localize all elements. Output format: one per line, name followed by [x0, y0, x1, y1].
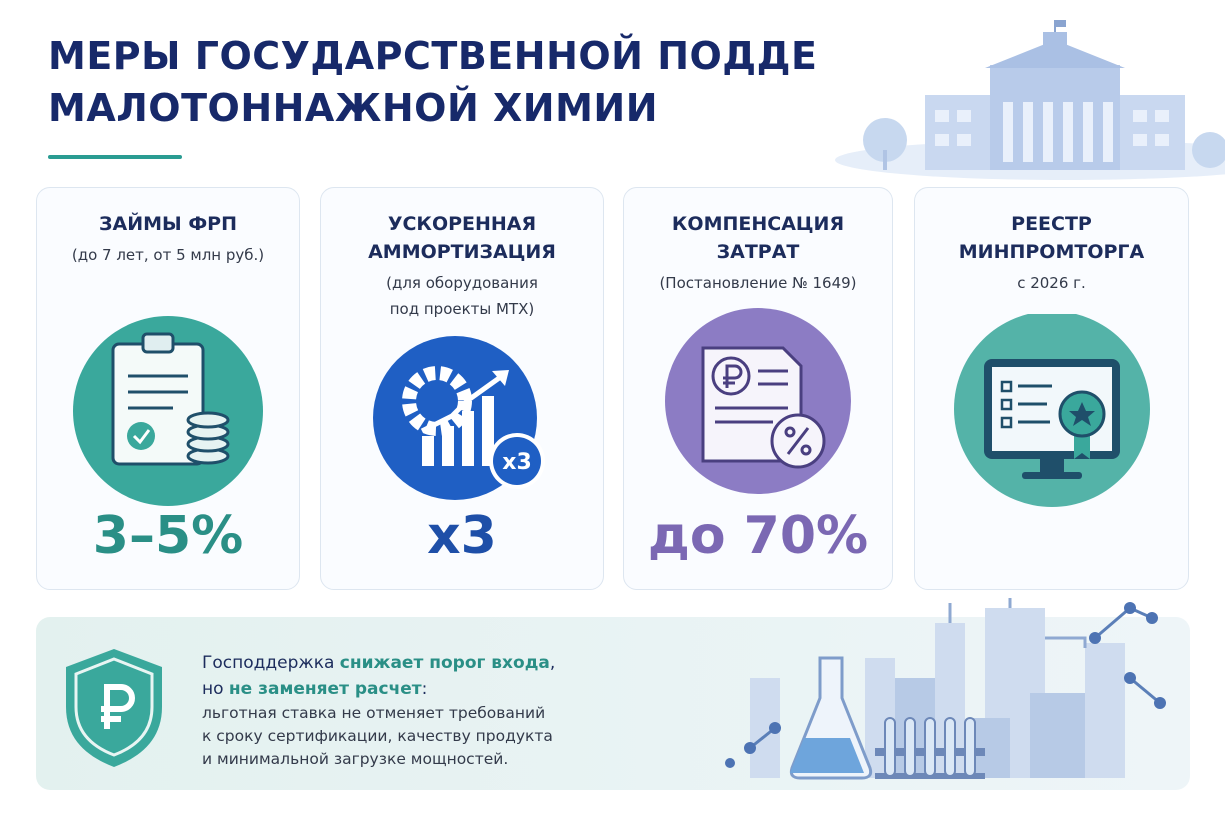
footer-highlight: не заменяет расчет — [228, 679, 422, 699]
icon-badge: x3 — [502, 450, 532, 475]
card-title: ЗАЙМЫ ФРП — [99, 213, 237, 235]
card-title: МИНПРОМТОРГА — [958, 241, 1145, 263]
card: ЗАЙМЫ ФРП (до 7 лет, от 5 млн руб.) 3–5% — [36, 187, 300, 590]
footer-text: : — [421, 679, 428, 699]
card-subtitle: под проекты МТХ) — [389, 300, 535, 318]
footer-highlight: снижает порог входа — [339, 653, 550, 673]
card-title: КОМПЕНСАЦИЯ — [671, 213, 845, 235]
title: МЕРЫ ГОСУДАРСТВЕННОЙ ПОДДЕРЖКИ МАЛОТОННАЖ… — [48, 30, 957, 134]
footer-detail: к сроку сертификации, качеству продукта — [202, 727, 553, 745]
footer-text: , — [549, 653, 556, 673]
card-title: УСКОРЕННАЯ — [387, 213, 537, 235]
factory-illustration — [725, 598, 1166, 780]
title-line: МЕРЫ ГОСУДАРСТВЕННОЙ ПОДДЕРЖКИ — [48, 34, 957, 78]
card-subtitle: (для оборудования — [386, 274, 538, 292]
card-value: до 70% — [647, 506, 869, 566]
footer-text: Господдержка снижает порог входа, но не … — [202, 650, 555, 771]
card-subtitle: (до 7 лет, от 5 млн руб.) — [71, 246, 265, 264]
card-icon — [953, 314, 1150, 507]
card-value: x3 — [427, 506, 497, 566]
card: УСКОРЕННАЯ АММОРТИЗАЦИЯ (для оборудования… — [320, 187, 604, 590]
card-icon — [73, 316, 263, 506]
title-line: МАЛОТОННАЖНОЙ ХИМИИ — [48, 86, 659, 130]
shield-icon — [66, 649, 162, 767]
card-title: АММОРТИЗАЦИЯ — [368, 241, 556, 263]
card-title: РЕЕСТР — [1011, 213, 1092, 235]
card-icon — [665, 308, 851, 494]
footer-detail: и минимальной загрузке мощностей. — [202, 750, 509, 768]
footer-detail: льготная ставка не отменяет требований — [202, 704, 546, 722]
card-subtitle: (Постановление № 1649) — [659, 274, 857, 292]
card-title: ЗАТРАТ — [716, 241, 800, 263]
footer-text: Господдержка — [202, 653, 340, 673]
accent-rule — [48, 155, 182, 159]
card-icon: x3 — [373, 336, 545, 500]
footer-text: но — [202, 679, 229, 699]
card: РЕЕСТР МИНПРОМТОРГА с 2026 г. — [914, 187, 1189, 590]
card-subtitle: с 2026 г. — [1017, 274, 1086, 292]
building-illustration — [815, 10, 1225, 180]
card: КОМПЕНСАЦИЯ ЗАТРАТ (Постановление № 1649)… — [623, 187, 893, 590]
card-value: 3–5% — [92, 506, 244, 566]
